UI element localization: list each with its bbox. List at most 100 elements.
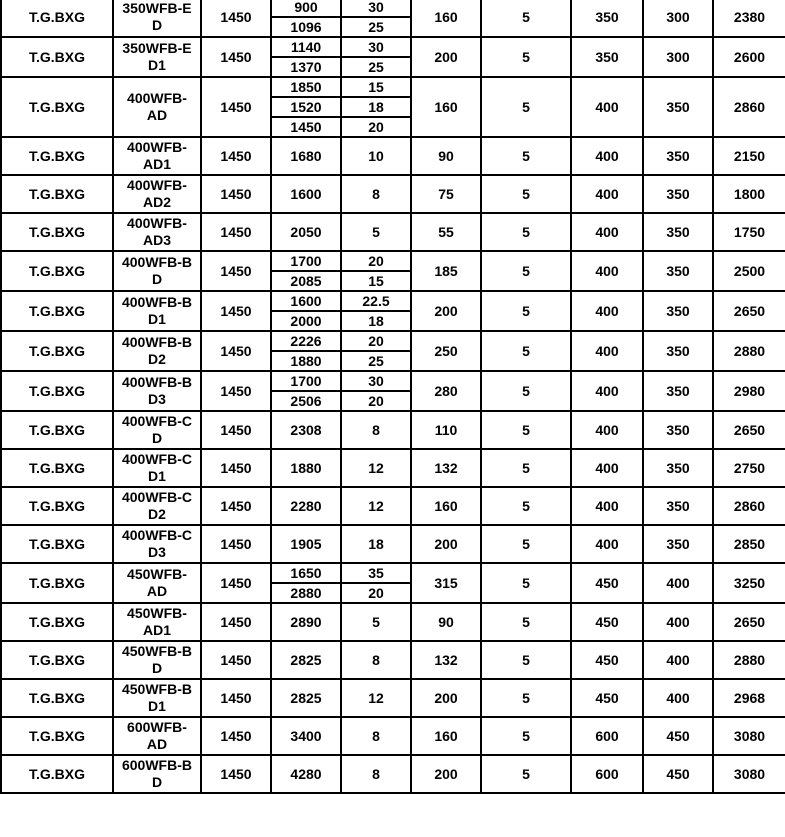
head-value: 8	[372, 727, 380, 744]
head-value-cell: 20 15	[340, 250, 412, 292]
power-cell: 90	[410, 602, 482, 642]
col9-cell: 350	[642, 290, 714, 332]
flow-value: 1650	[272, 564, 340, 584]
pump-spec-table: T.G.BXG 350WFB-ED 1450 900 1096 30 25 160 5 350 30…	[0, 0, 785, 794]
col10-cell: 2150	[712, 136, 785, 176]
col9-cell: 350	[642, 448, 714, 488]
table-row: T.G.BXG 400WFB-CD1 1450 1880 12 132 5 400 350 275…	[0, 448, 785, 488]
col7-cell: 5	[480, 290, 572, 332]
head-value: 20	[342, 332, 410, 352]
power-cell: 160	[410, 716, 482, 756]
model-cell: 400WFB-CD1	[112, 448, 202, 488]
col9-cell: 350	[642, 174, 714, 214]
flow-value: 2880	[290, 584, 322, 601]
head-value-cell: 12	[340, 486, 412, 526]
speed-cell: 1450	[200, 290, 272, 332]
head-value: 30	[342, 38, 410, 58]
col8-cell: 400	[570, 290, 644, 332]
speed-cell: 1450	[200, 562, 272, 604]
flow-value: 1600	[272, 292, 340, 312]
model-cell: 400WFB-BD3	[112, 370, 202, 412]
table-body: T.G.BXG 350WFB-ED 1450 900 1096 30 25 160 5 350 30…	[0, 0, 785, 794]
speed-cell: 1450	[200, 212, 272, 252]
col8-cell: 600	[570, 754, 644, 794]
col7-cell: 5	[480, 136, 572, 176]
head-value: 18	[368, 535, 384, 552]
flow-value-cell: 4280	[270, 754, 342, 794]
table-row: T.G.BXG 400WFB-AD2 1450 1600 8 75 5 400 350 1800	[0, 174, 785, 214]
col7-cell: 5	[480, 410, 572, 450]
col10-cell: 2860	[712, 76, 785, 138]
speed-cell: 1450	[200, 448, 272, 488]
head-value-cell: 30 25	[340, 0, 412, 38]
col10-cell: 3080	[712, 754, 785, 794]
brand-cell: T.G.BXG	[0, 0, 114, 38]
table-row: T.G.BXG 400WFB-CD 1450 2308 8 110 5 400 350 2650	[0, 410, 785, 450]
flow-value-cell: 2050	[270, 212, 342, 252]
col8-cell: 400	[570, 212, 644, 252]
head-value-cell: 35 20	[340, 562, 412, 604]
col9-cell: 400	[642, 678, 714, 718]
brand-cell: T.G.BXG	[0, 754, 114, 794]
flow-value: 4280	[290, 765, 322, 782]
col8-cell: 400	[570, 76, 644, 138]
flow-value-cell: 1905	[270, 524, 342, 564]
col9-cell: 350	[642, 524, 714, 564]
flow-value: 1140	[272, 38, 340, 58]
model-label: 450WFB-AD1	[127, 605, 187, 638]
head-value: 22.5	[342, 292, 410, 312]
col9-cell: 400	[642, 602, 714, 642]
speed-cell: 1450	[200, 410, 272, 450]
brand-cell: T.G.BXG	[0, 486, 114, 526]
flow-value: 2890	[290, 613, 322, 630]
head-value-cell: 12	[340, 678, 412, 718]
model-cell: 350WFB-ED	[112, 0, 202, 38]
speed-cell: 1450	[200, 250, 272, 292]
flow-value: 2050	[290, 223, 322, 240]
col9-cell: 350	[642, 136, 714, 176]
col7-cell: 5	[480, 754, 572, 794]
model-label: 450WFB-BD	[121, 643, 192, 676]
head-value-cell: 8	[340, 754, 412, 794]
col8-cell: 350	[570, 36, 644, 78]
model-label: 400WFB-CD3	[121, 527, 192, 560]
col7-cell: 5	[480, 562, 572, 604]
brand-cell: T.G.BXG	[0, 174, 114, 214]
col8-cell: 400	[570, 136, 644, 176]
col8-cell: 400	[570, 330, 644, 372]
flow-value: 3400	[290, 727, 322, 744]
power-cell: 200	[410, 754, 482, 794]
table-row: T.G.BXG 400WFB-BD1 1450 1600 2000 22.5 18 200 5 4…	[0, 290, 785, 332]
flow-value-cell: 3400	[270, 716, 342, 756]
head-value-cell: 8	[340, 716, 412, 756]
head-value: 8	[372, 765, 380, 782]
model-cell: 450WFB-AD	[112, 562, 202, 604]
flow-value: 1450	[290, 118, 322, 135]
table-row: T.G.BXG 400WFB-CD2 1450 2280 12 160 5 400 350 286…	[0, 486, 785, 526]
model-cell: 400WFB-BD	[112, 250, 202, 292]
model-label: 400WFB-CD2	[121, 489, 192, 522]
col9-cell: 350	[642, 410, 714, 450]
speed-cell: 1450	[200, 678, 272, 718]
col10-cell: 2880	[712, 330, 785, 372]
table-row: T.G.BXG 400WFB-BD3 1450 1700 2506 30 20 280 5 400…	[0, 370, 785, 412]
flow-value: 1880	[290, 459, 322, 476]
model-cell: 400WFB-BD1	[112, 290, 202, 332]
model-label: 400WFB-BD	[121, 254, 192, 287]
col7-cell: 5	[480, 448, 572, 488]
col10-cell: 1800	[712, 174, 785, 214]
col8-cell: 400	[570, 250, 644, 292]
model-cell: 600WFB-AD	[112, 716, 202, 756]
col7-cell: 5	[480, 678, 572, 718]
model-cell: 350WFB-ED1	[112, 36, 202, 78]
table-row: T.G.BXG 350WFB-ED1 1450 1140 1370 30 25 200 5 350…	[0, 36, 785, 78]
col10-cell: 2860	[712, 486, 785, 526]
col10-cell: 2600	[712, 36, 785, 78]
col9-cell: 350	[642, 330, 714, 372]
col8-cell: 450	[570, 602, 644, 642]
head-value: 20	[342, 252, 410, 272]
col7-cell: 5	[480, 36, 572, 78]
col10-cell: 3250	[712, 562, 785, 604]
head-value: 30	[342, 372, 410, 392]
power-cell: 160	[410, 486, 482, 526]
